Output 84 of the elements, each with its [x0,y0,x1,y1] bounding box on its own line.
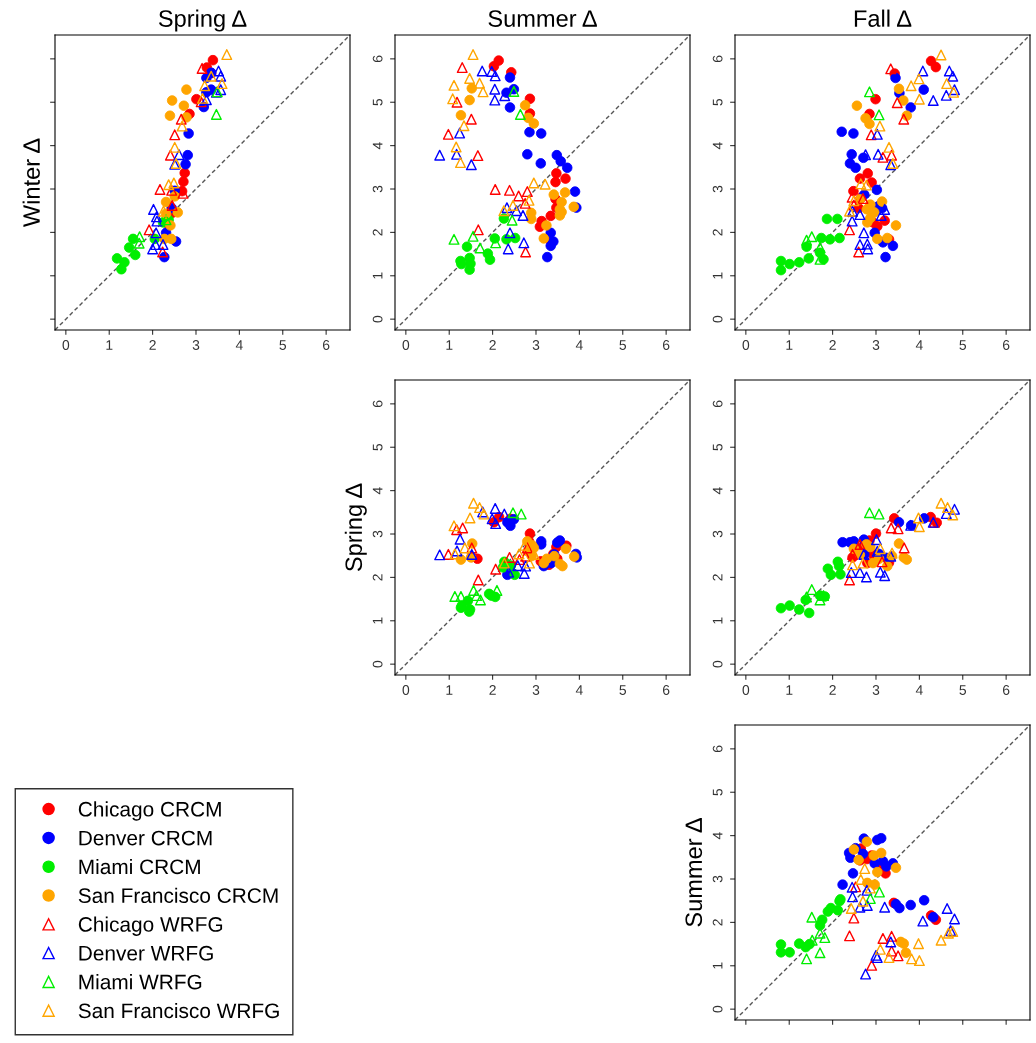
y-axis-title: Spring Δ [344,483,367,572]
y-tick-label: 3 [372,530,383,538]
x-tick-label: 2 [149,340,156,350]
x-tick-label: 5 [619,685,627,695]
legend-label: San Francisco WRFG [78,1002,279,1019]
x-tick-label: 5 [619,340,627,350]
chart-title: Spring Δ [158,9,247,32]
x-tick-label: 4 [915,685,923,695]
y-tick-label: 3 [372,185,383,193]
x-tick-label: 6 [1002,340,1010,350]
x-tick-label: 6 [662,340,670,350]
y-tick-label: 0 [372,660,383,668]
y-tick-label: 6 [372,55,383,63]
x-tick-label: 5 [279,340,287,350]
x-tick-label: 3 [872,685,880,695]
x-tick-label: 0 [742,340,750,350]
y-tick-label: 6 [712,55,723,63]
x-tick-label: 4 [575,340,583,350]
y-tick-label: 1 [712,962,723,969]
y-tick-label: 1 [712,617,723,624]
x-tick-label: 0 [62,340,70,350]
x-tick-label: 1 [446,685,453,695]
x-tick-label: 1 [786,685,793,695]
legend-label: Denver CRCM [79,830,212,846]
y-tick-label: 5 [372,443,383,451]
x-tick-label: 1 [786,340,793,350]
y-tick-label: 4 [712,487,723,495]
y-tick-label: 1 [712,272,723,279]
y-axis-title: Winter Δ [22,138,40,228]
x-tick-label: 2 [489,685,496,695]
y-tick-label: 5 [372,98,383,106]
x-tick-label: 3 [532,340,540,350]
y-tick-label: 2 [372,574,383,581]
y-tick-label: 6 [712,400,723,408]
y-tick-label: 2 [712,919,723,926]
y-tick-label: 0 [712,1005,723,1013]
y-tick-label: 4 [712,832,723,840]
legend-label: Miami WRFG [79,974,202,990]
y-tick-label: 3 [712,530,723,538]
y-tick-label: 2 [372,229,383,236]
x-tick-label: 6 [322,340,330,350]
legend-label: Chicago CRCM [78,801,221,821]
y-tick-label: 5 [712,788,723,796]
x-tick-label: 4 [575,685,583,695]
x-tick-label: 3 [872,340,880,350]
legend-label: Denver WRFG [79,945,213,961]
y-tick-label: 3 [712,185,723,193]
y-tick-label: 0 [712,315,723,323]
x-tick-label: 2 [829,340,836,350]
y-tick-label: 0 [712,660,723,668]
y-tick-label: 5 [712,443,723,451]
x-tick-label: 5 [959,685,967,695]
y-tick-label: 1 [372,272,383,279]
y-tick-label: 5 [712,98,723,106]
chart-title: Fall Δ [854,9,912,27]
y-tick-label: 0 [372,315,383,323]
x-tick-label: 3 [532,685,540,695]
x-tick-label: 3 [192,340,200,350]
x-tick-label: 2 [489,340,496,350]
x-tick-label: 2 [829,685,836,695]
legend-label: Miami CRCM [79,858,200,875]
x-tick-label: 6 [662,685,670,695]
chart-title: Summer Δ [488,10,597,27]
y-tick-label: 6 [372,400,383,408]
x-tick-label: 5 [959,340,967,350]
x-tick-label: 4 [915,340,923,350]
y-tick-label: 4 [372,142,383,150]
x-tick-label: 1 [446,340,453,350]
legend-label: Chicago WRFG [78,916,223,936]
x-tick-label: 0 [402,685,410,695]
y-tick-label: 1 [372,617,383,624]
y-axis-title: Summer Δ [685,818,703,927]
x-tick-label: 1 [106,340,113,350]
x-tick-label: 0 [402,340,410,350]
x-tick-label: 6 [1002,685,1010,695]
y-tick-label: 2 [712,229,723,236]
y-tick-label: 6 [712,745,723,753]
x-tick-label: 4 [235,340,243,350]
x-tick-label: 0 [742,685,750,695]
y-tick-label: 4 [712,142,723,150]
y-tick-label: 4 [372,487,383,495]
y-tick-label: 2 [712,574,723,581]
y-tick-label: 3 [712,875,723,883]
legend-label: San Francisco CRCM [78,887,278,904]
